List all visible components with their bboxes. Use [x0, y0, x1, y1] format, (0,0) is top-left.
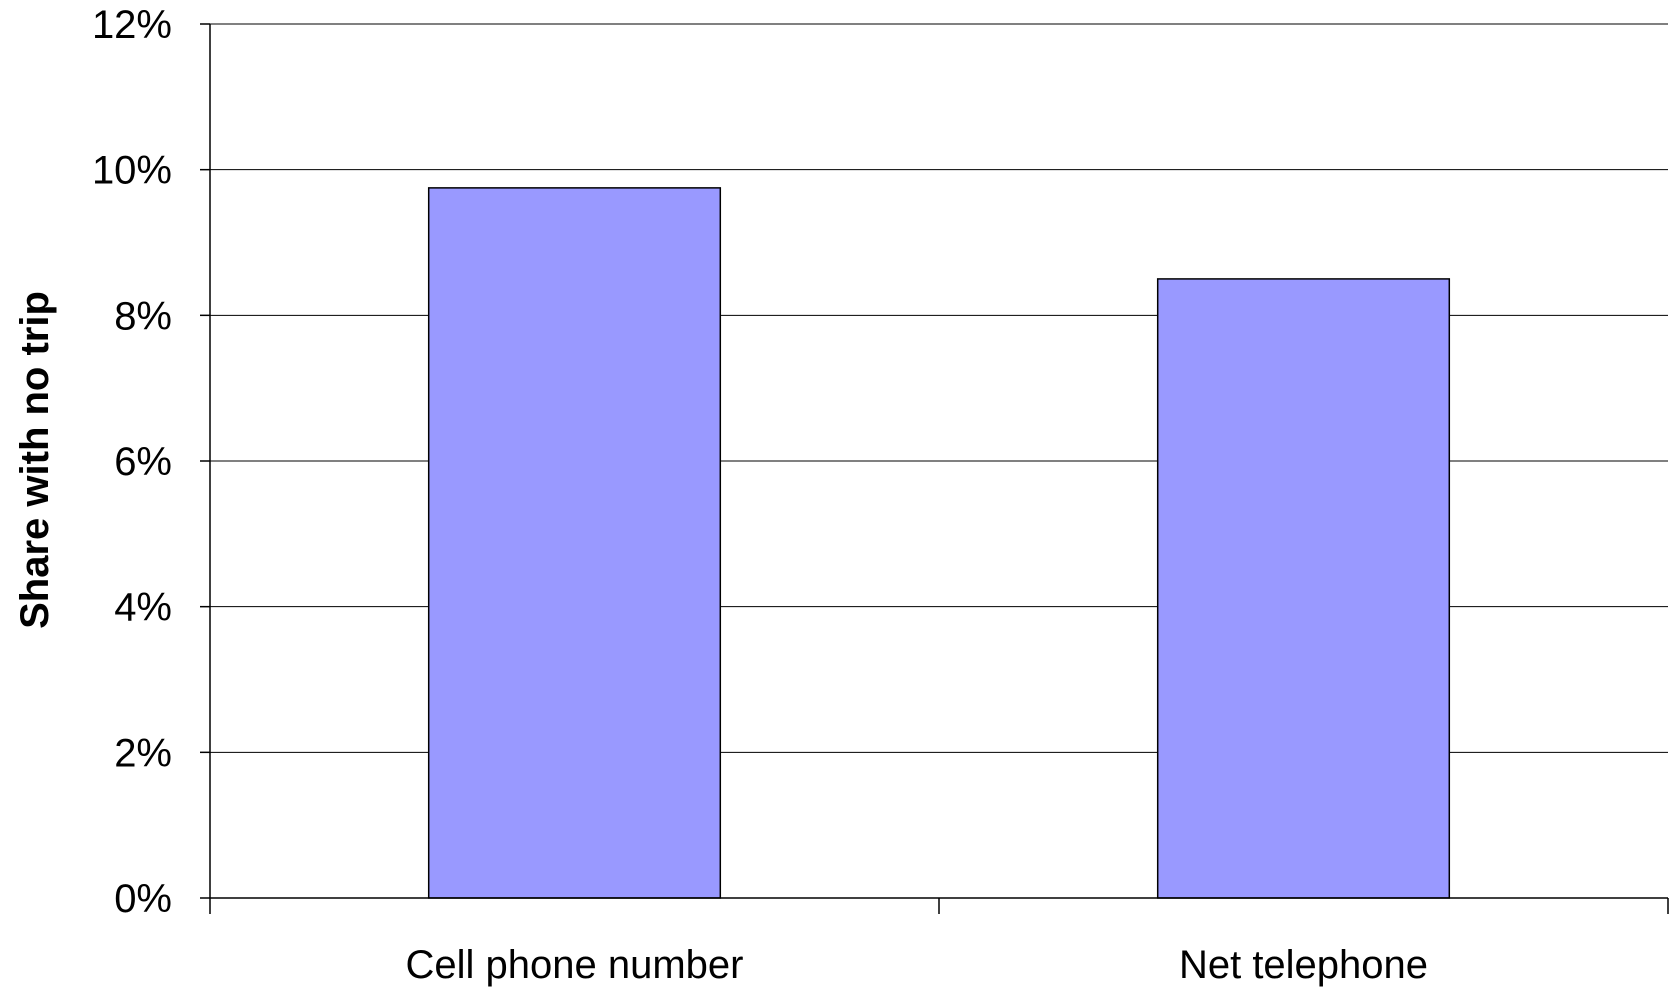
y-tick-label: 8% — [114, 294, 172, 338]
y-tick-label: 10% — [92, 149, 172, 193]
y-tick-labels: 0% 2% 4% 6% 8% 10% 12% — [92, 3, 172, 921]
x-category-labels: Cell phone number Net telephone — [406, 943, 1429, 987]
bar — [1156, 278, 1451, 899]
axes — [200, 23, 1669, 914]
bar — [427, 187, 722, 899]
y-tick-label: 2% — [114, 731, 172, 775]
y-tick-label: 12% — [92, 3, 172, 47]
y-axis-title: Share with no trip — [13, 291, 57, 629]
x-category-label: Cell phone number — [406, 943, 744, 987]
y-tick-label: 4% — [114, 586, 172, 630]
bars — [427, 187, 1451, 899]
y-tick-label: 6% — [114, 440, 172, 484]
x-category-label: Net telephone — [1179, 943, 1428, 987]
y-tick-label: 0% — [114, 877, 172, 921]
